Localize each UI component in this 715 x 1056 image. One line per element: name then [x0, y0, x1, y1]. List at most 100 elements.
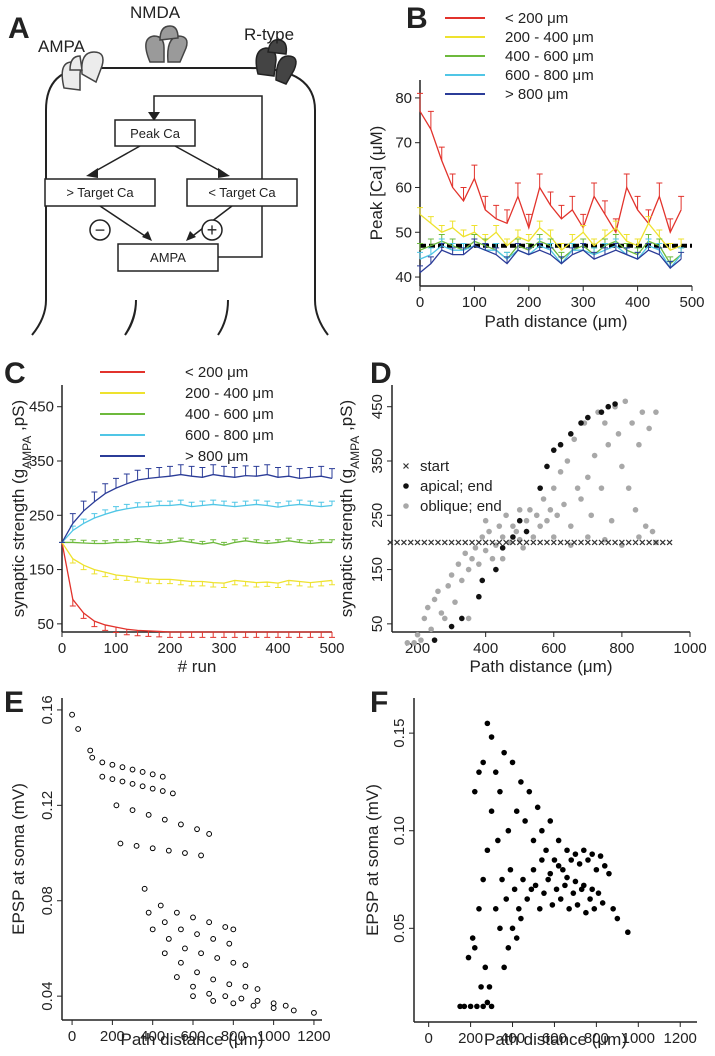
x-tick-label: 400: [500, 1030, 525, 1047]
y-axis-label: Peak [Ca] (μM): [367, 126, 386, 241]
point: [117, 840, 124, 847]
error-bar: [253, 499, 260, 505]
error-bar: [167, 465, 173, 477]
point: [482, 517, 489, 524]
error-bar: [80, 565, 87, 571]
error-bar: [91, 513, 98, 518]
point: [625, 485, 632, 491]
marker-x: [394, 539, 401, 546]
panel-label: A: [8, 12, 30, 45]
error-bar: [80, 613, 87, 619]
y-axis-label-part: synaptic strength (g: [9, 469, 28, 617]
marker-x: [421, 539, 428, 546]
y-tick-label: 350: [369, 448, 386, 473]
marker-x: [435, 539, 441, 546]
point: [198, 852, 204, 859]
point: [547, 818, 554, 824]
point: [513, 935, 520, 941]
point: [465, 615, 472, 622]
y-tick-label: 0.16: [39, 695, 56, 724]
point: [238, 995, 245, 1002]
point: [478, 984, 484, 990]
error-bar: [253, 465, 260, 477]
point: [520, 545, 526, 551]
point: [503, 896, 510, 902]
x-tick-label: 0: [425, 1030, 433, 1047]
point: [530, 866, 537, 873]
point: [568, 431, 574, 437]
sign: −: [95, 220, 106, 240]
panel-label: B: [406, 2, 428, 35]
error-bar: [177, 632, 184, 638]
y-tick-label: 450: [369, 394, 386, 419]
error-bar: [113, 506, 119, 511]
point: [190, 993, 196, 1000]
point: [493, 566, 499, 573]
point: [492, 905, 499, 912]
error-bar: [145, 468, 152, 479]
point: [642, 523, 649, 529]
error-bar: [612, 242, 619, 251]
point: [543, 847, 549, 854]
point: [574, 902, 581, 908]
point: [206, 919, 213, 926]
error-bar: [656, 229, 663, 237]
point: [605, 441, 612, 448]
point: [581, 847, 587, 854]
error-bar: [188, 632, 195, 638]
point: [465, 954, 472, 961]
error-bar: [678, 238, 685, 246]
point: [89, 754, 96, 761]
point: [182, 945, 188, 952]
chart-panel: B 0 100 200 300 400 500 40 50 60 70 80 Path distance…: [367, 2, 705, 331]
error-bar: [156, 631, 163, 638]
point: [649, 528, 656, 535]
point: [226, 940, 233, 947]
point: [568, 857, 575, 863]
legend-label: oblique; end: [420, 498, 502, 515]
point: [242, 983, 249, 990]
error-bar: [231, 467, 238, 478]
x-tick-label: 400: [473, 640, 498, 657]
error-bar: [591, 182, 598, 197]
error-bar: [307, 500, 314, 506]
error-bar: [417, 251, 423, 260]
panel-label: F: [370, 686, 388, 719]
y-axis-label-part: synaptic strength (g: [337, 469, 356, 617]
point: [523, 517, 530, 524]
point: [588, 512, 595, 519]
point: [581, 882, 587, 889]
point: [476, 593, 482, 600]
error-bar: [471, 238, 478, 246]
marker-x: [387, 539, 394, 546]
y-tick-label: 150: [29, 562, 54, 579]
point: [532, 882, 539, 889]
marker-x: [462, 539, 469, 546]
point: [484, 847, 491, 854]
point: [503, 512, 509, 519]
point: [149, 771, 156, 778]
point: [194, 931, 200, 938]
point: [159, 773, 166, 780]
y-tick-label: 450: [29, 399, 54, 416]
error-bar: [569, 195, 576, 210]
legend-label: 200 - 400 μm: [505, 29, 594, 46]
error-bar: [145, 501, 152, 507]
error-bar: [199, 581, 206, 587]
y-tick-label: 70: [395, 135, 412, 152]
error-bar: [275, 502, 281, 508]
point: [139, 783, 146, 790]
x-tick-label: 1200: [297, 1028, 330, 1045]
point: [540, 496, 547, 502]
point: [428, 626, 434, 633]
marker-x: [646, 539, 653, 546]
x-axis-label: Path distance (μm): [484, 1030, 627, 1049]
point: [210, 976, 217, 983]
neck: [217, 299, 229, 336]
legend-marker: [403, 503, 409, 509]
point: [198, 950, 204, 957]
point: [524, 896, 530, 902]
error-bar: [645, 216, 652, 224]
point: [553, 886, 560, 893]
point: [499, 876, 505, 883]
